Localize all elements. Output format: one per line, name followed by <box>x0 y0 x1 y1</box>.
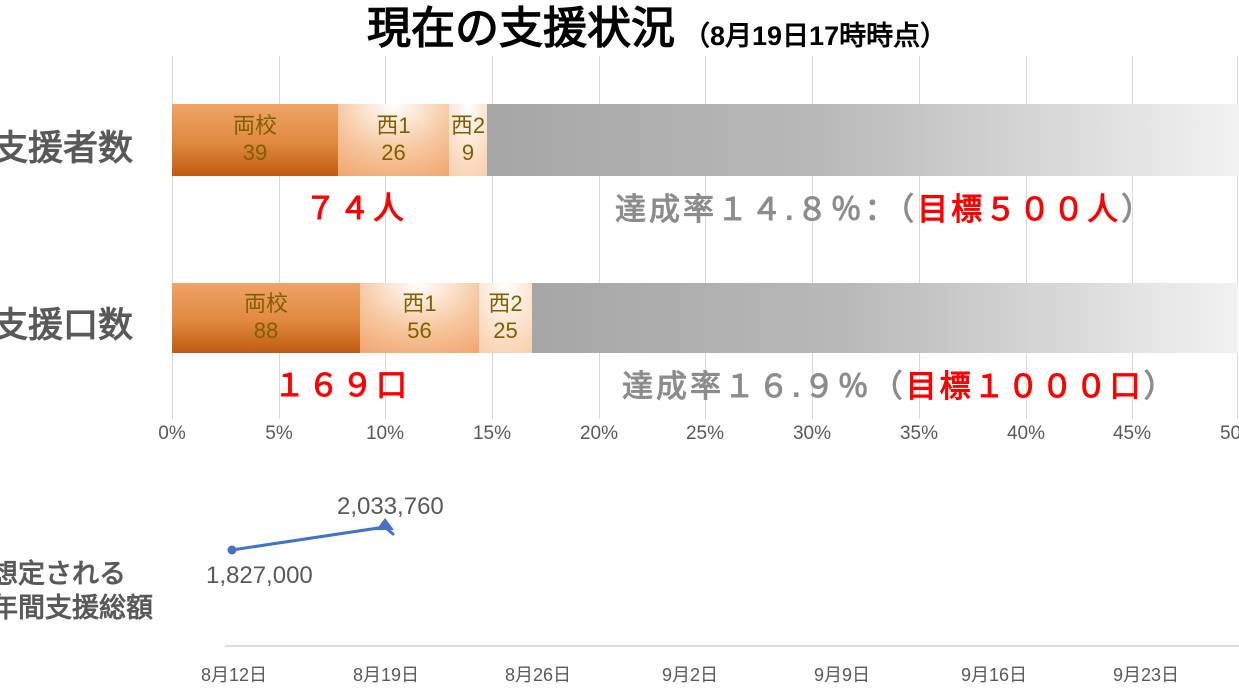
target-text: 目標５００人 <box>917 192 1122 227</box>
x-tick: 50% <box>1219 423 1239 444</box>
total-units: １６９口 <box>274 368 410 403</box>
chart-title-timestamp: （8月19日17時時点） <box>683 20 948 51</box>
x-tick: 5% <box>265 423 293 444</box>
segment-value: 26 <box>381 140 406 165</box>
x-tick: 30% <box>792 423 832 444</box>
gridline <box>1132 56 1133 419</box>
value-label-start: 1,827,000 <box>206 562 313 589</box>
date-tick: 9月9日 <box>813 665 871 685</box>
bar-segment-nishi1: 西1 26 <box>338 104 449 176</box>
bar-remainder <box>487 104 1239 176</box>
category-label-line2: 年間支援総額 <box>0 593 153 624</box>
segment-value: 56 <box>407 318 432 343</box>
paren-open: （ <box>871 369 906 404</box>
x-tick: 35% <box>899 423 939 444</box>
category-label-annual-total: 想定される 年間支援総額 <box>0 557 153 626</box>
gridline <box>1237 56 1238 419</box>
category-label-supporters: 支援者数 <box>0 129 134 168</box>
data-point-start <box>227 545 237 555</box>
segment-name: 西2 <box>488 291 523 317</box>
segment-value: 25 <box>493 318 518 343</box>
segment-value: 9 <box>461 140 475 165</box>
gridline <box>1026 56 1027 419</box>
paren-close: ） <box>1121 192 1156 227</box>
bar-segment-ryoko: 両校 88 <box>172 283 360 353</box>
bar-remainder <box>532 283 1238 353</box>
date-tick: 8月12日 <box>200 665 268 685</box>
gridline <box>705 56 706 419</box>
paren-close: ） <box>1143 369 1178 404</box>
value-label-end: 2,033,760 <box>337 493 444 520</box>
category-label-units: 支援口数 <box>0 306 134 345</box>
segment-value: 88 <box>253 318 279 343</box>
gridline <box>172 56 173 419</box>
segment-name: 西1 <box>402 291 437 317</box>
gridline <box>279 56 280 419</box>
gridline <box>812 56 813 419</box>
achievement-supporters: 達成率１４.８％：（目標５００人） <box>615 184 1155 229</box>
gridline <box>492 56 493 419</box>
trend-line <box>230 525 395 552</box>
x-tick: 15% <box>472 423 512 444</box>
bar-segment-nishi2: 西2 9 <box>449 104 487 176</box>
chart-title-main: 現在の支援状況 <box>367 4 675 53</box>
rate-text: 達成率１６.９％ <box>622 369 872 404</box>
stacked-bar-supporters: 両校 39 西1 26 西2 9 <box>172 104 1239 176</box>
bar-segment-nishi2: 西2 25 <box>479 283 532 353</box>
date-tick: 9月2日 <box>661 665 719 685</box>
segment-name: 両校 <box>232 113 277 139</box>
paren-open: （ <box>898 192 918 227</box>
x-tick: 0% <box>158 423 186 444</box>
gridline <box>919 56 920 419</box>
gridline <box>385 56 386 419</box>
achievement-units: 達成率１６.９％（目標１０００口） <box>622 361 1178 406</box>
segment-name: 西1 <box>376 113 411 139</box>
date-tick: 9月16日 <box>960 665 1028 685</box>
gridline <box>599 56 600 419</box>
x-tick: 45% <box>1112 423 1152 444</box>
rate-text: 達成率１４.８％： <box>615 192 899 227</box>
segment-name: 西2 <box>450 113 486 139</box>
segment-name: 両校 <box>243 291 288 317</box>
date-axis-line <box>225 645 1239 647</box>
date-tick: 8月26日 <box>504 665 572 685</box>
bar-segment-ryoko: 両校 39 <box>172 104 338 176</box>
segment-value: 39 <box>242 140 268 165</box>
date-tick: 8月19日 <box>352 665 420 685</box>
x-tick: 25% <box>685 423 725 444</box>
stacked-bar-units: 両校 88 西1 56 西2 25 <box>172 283 1238 353</box>
target-text: 目標１０００口 <box>905 369 1144 404</box>
x-tick: 10% <box>365 423 405 444</box>
category-label-line1: 想定される <box>0 559 126 589</box>
bar-segment-nishi1: 西1 56 <box>360 283 479 353</box>
chart-title: 現在の支援状況 （8月19日17時時点） <box>367 4 947 55</box>
x-tick: 20% <box>579 423 619 444</box>
x-tick: 40% <box>1006 423 1046 444</box>
total-supporters: ７４人 <box>305 191 407 226</box>
date-tick: 9月23日 <box>1112 665 1180 685</box>
